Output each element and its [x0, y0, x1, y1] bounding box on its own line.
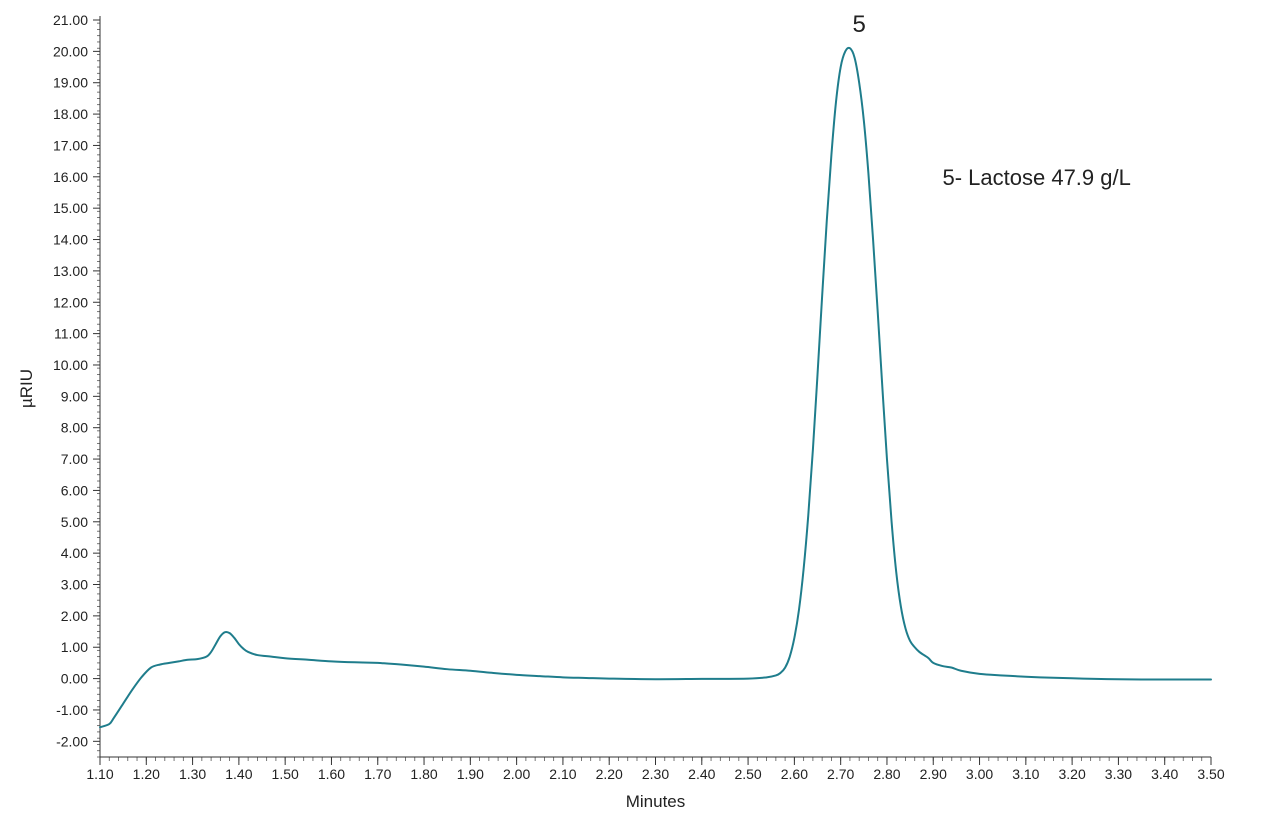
x-tick-label: 1.90	[457, 766, 484, 782]
x-tick-label: 1.20	[133, 766, 160, 782]
x-tick-label: 1.50	[272, 766, 299, 782]
y-tick-label: 0.00	[61, 671, 88, 687]
y-tick-label: 16.00	[53, 169, 88, 185]
x-tick-label: 3.50	[1197, 766, 1224, 782]
y-tick-label: 10.00	[53, 357, 88, 373]
y-tick-label: -2.00	[56, 733, 88, 749]
x-tick-label: 2.70	[827, 766, 854, 782]
y-tick-label: 5.00	[61, 514, 88, 530]
y-tick-label: 13.00	[53, 263, 88, 279]
x-tick-label: 2.40	[688, 766, 715, 782]
x-tick-label: 3.20	[1059, 766, 1086, 782]
y-tick-label: -1.00	[56, 702, 88, 718]
x-tick-label: 1.40	[225, 766, 252, 782]
x-axis-major-ticks	[99, 757, 1212, 765]
x-tick-label: 3.00	[966, 766, 993, 782]
y-tick-label: 19.00	[53, 75, 88, 91]
x-tick-label: 1.80	[410, 766, 437, 782]
y-tick-label: 17.00	[53, 137, 88, 153]
x-axis-tick-labels: 1.10 1.20 1.30 1.40 1.50 1.60 1.70 1.80 1.90 2.00…	[86, 766, 1224, 782]
y-tick-label: 7.00	[61, 451, 88, 467]
y-axis-major-ticks	[93, 19, 100, 742]
x-tick-label: 1.10	[86, 766, 113, 782]
peak-label: 5	[853, 11, 866, 38]
x-tick-label: 3.30	[1105, 766, 1132, 782]
y-tick-label: 9.00	[61, 388, 88, 404]
x-tick-label: 2.20	[596, 766, 623, 782]
x-tick-label: 2.10	[549, 766, 576, 782]
x-tick-label: 2.60	[781, 766, 808, 782]
x-tick-label: 1.70	[364, 766, 391, 782]
y-tick-label: 18.00	[53, 106, 88, 122]
y-axis-title: µRIU	[17, 369, 36, 408]
y-tick-label: 1.00	[61, 639, 88, 655]
y-tick-label: 6.00	[61, 482, 88, 498]
y-tick-label: 14.00	[53, 232, 88, 248]
chromatogram-trace	[99, 46, 1212, 729]
x-tick-label: 2.90	[920, 766, 947, 782]
x-axis-title: Minutes	[626, 792, 686, 811]
x-tick-label: 1.60	[318, 766, 345, 782]
x-tick-label: 1.30	[179, 766, 206, 782]
y-axis-tick-labels: 21.00 20.00 19.00 18.00 17.00 16.00 15.00 14.00…	[53, 12, 88, 749]
x-tick-label: 3.10	[1012, 766, 1039, 782]
y-tick-label: 15.00	[53, 200, 88, 216]
x-tick-label: 2.50	[734, 766, 761, 782]
y-tick-label: 3.00	[61, 577, 88, 593]
x-tick-label: 2.80	[873, 766, 900, 782]
x-tick-label: 3.40	[1151, 766, 1178, 782]
y-tick-label: 20.00	[53, 43, 88, 59]
peak-annotation: 5- Lactose 47.9 g/L	[943, 165, 1131, 190]
x-tick-label: 2.30	[642, 766, 669, 782]
y-tick-label: 8.00	[61, 420, 88, 436]
y-tick-label: 12.00	[53, 294, 88, 310]
y-tick-label: 2.00	[61, 608, 88, 624]
y-tick-label: 21.00	[53, 12, 88, 28]
y-tick-label: 11.00	[54, 326, 88, 342]
x-tick-label: 2.00	[503, 766, 530, 782]
y-tick-label: 4.00	[61, 545, 88, 561]
